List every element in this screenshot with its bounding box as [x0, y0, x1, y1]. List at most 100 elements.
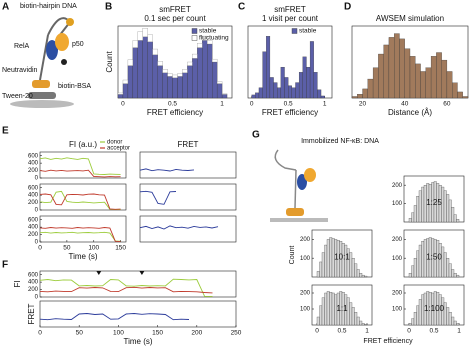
bar — [416, 250, 420, 278]
legend-swatch — [291, 28, 298, 34]
x-tick-label: 100 — [113, 330, 124, 337]
x-tick-label: 0.5 — [337, 328, 346, 335]
y-tick-label: 400 — [28, 161, 39, 167]
bar — [269, 77, 274, 99]
y-tick-label: 200 — [300, 237, 311, 243]
bar — [413, 312, 417, 326]
y-tick-label: 600 — [28, 185, 39, 191]
bar — [255, 92, 260, 99]
bar — [324, 292, 328, 326]
x-tick-label: 0 — [121, 101, 125, 108]
trace — [39, 278, 213, 297]
diagram-label: biotin-BSA — [58, 83, 91, 90]
bar — [192, 58, 198, 99]
y-tick-label: 100 — [300, 307, 311, 313]
histogram-label: 1:1 — [336, 304, 348, 313]
y-tick-label: 600 — [28, 153, 39, 159]
bar — [349, 302, 353, 326]
bar — [408, 218, 412, 223]
bar — [446, 258, 450, 278]
bar — [132, 47, 138, 99]
chart-title: AWSEM simulation — [376, 14, 444, 23]
bar — [359, 320, 363, 326]
bar — [152, 54, 158, 99]
bar — [316, 271, 320, 278]
y-tick-label: 0 — [35, 240, 39, 246]
y-tick-label: 100 — [392, 307, 403, 313]
bar — [288, 85, 292, 99]
bar — [221, 93, 228, 95]
diagram-label: RelA — [14, 43, 30, 50]
bar — [446, 307, 450, 326]
bar — [326, 291, 330, 326]
bar — [361, 323, 365, 326]
x-axis-label: FRET efficiency — [147, 108, 203, 117]
bar — [321, 252, 325, 278]
bar — [319, 305, 323, 326]
x-tick-label: 1 — [365, 328, 369, 335]
y-tick-label: 200 — [28, 200, 39, 206]
chart-subtitle: 1 visit per count — [262, 14, 319, 23]
x-axis-label: FRET efficiency — [363, 338, 413, 345]
y-tick-label: 100 — [392, 256, 403, 262]
x-tick-label: 40 — [401, 101, 409, 108]
y-tick-label: 200 — [392, 237, 403, 243]
bar — [197, 43, 203, 48]
bar — [411, 265, 415, 278]
bar — [317, 89, 322, 99]
bar — [277, 87, 282, 99]
x-tick-label: 50 — [76, 330, 84, 337]
bar — [216, 83, 223, 99]
plot-frame — [39, 183, 127, 211]
chart-title: FRET — [178, 140, 199, 149]
trace — [39, 227, 121, 242]
legend-label: acceptor — [107, 146, 130, 152]
bsa-layer — [28, 92, 56, 99]
bar — [132, 40, 138, 48]
bar — [212, 61, 218, 99]
bar — [388, 37, 395, 99]
bar — [157, 65, 163, 99]
bar — [462, 96, 469, 99]
bar — [351, 96, 358, 99]
bar — [216, 81, 223, 84]
bar — [295, 82, 300, 99]
x-tick-label: 150 — [115, 245, 126, 252]
y-tick-label: 600 — [28, 217, 39, 223]
x-tick-label: 200 — [191, 330, 202, 337]
legend-label: donor — [107, 140, 122, 146]
bar — [451, 207, 455, 223]
histogram-label: 10:1 — [334, 253, 350, 262]
plot-frame — [139, 183, 237, 211]
bar — [258, 87, 263, 99]
bar — [451, 316, 455, 326]
bar — [349, 252, 353, 278]
bar — [356, 316, 360, 326]
bar — [415, 63, 421, 99]
bar — [202, 40, 208, 99]
diagram-a — [10, 17, 74, 108]
panel-label: F — [2, 260, 8, 271]
bar — [331, 292, 335, 326]
plot-frame — [39, 151, 127, 179]
bar — [448, 263, 452, 278]
plot-frame — [139, 215, 237, 243]
bar — [421, 241, 425, 278]
x-axis-label: Time (s) — [123, 337, 152, 346]
bar — [182, 72, 188, 99]
x-tick-label: 1 — [457, 328, 461, 335]
bar — [456, 219, 460, 223]
y-tick-label: 200 — [28, 287, 39, 293]
bar — [137, 40, 143, 99]
bar — [441, 246, 445, 278]
bar — [147, 34, 153, 42]
p50 — [55, 33, 69, 51]
bar — [313, 72, 318, 99]
y-tick-label: 0 — [35, 295, 39, 301]
plot-frame — [39, 270, 237, 298]
dna-hairpin — [274, 149, 297, 171]
legend-label: stable — [199, 28, 217, 35]
y-tick-label: 0 — [35, 176, 39, 182]
legend-swatch — [191, 35, 198, 41]
rela — [297, 174, 307, 190]
